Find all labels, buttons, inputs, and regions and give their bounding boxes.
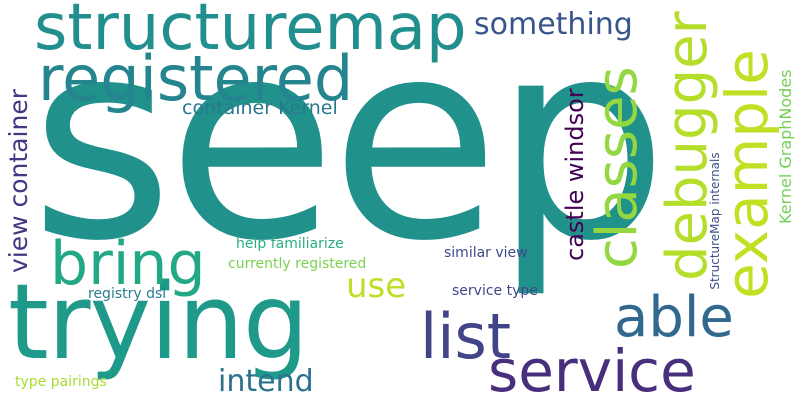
word-classes: classes xyxy=(585,66,650,269)
word-list: list xyxy=(420,300,512,373)
word-intend: intend xyxy=(218,364,314,399)
word-trying: trying xyxy=(8,261,309,383)
word-seep: seep xyxy=(30,0,668,301)
word-castle-windsor: castle windsor xyxy=(561,88,589,261)
word-view-container: view container xyxy=(4,89,33,273)
word-use: use xyxy=(346,266,407,306)
word-example: example xyxy=(713,49,781,299)
word-structuremap: structuremap xyxy=(34,0,467,65)
word-similar-view: similar view xyxy=(444,245,528,261)
word-help-familiarize: help familiarize xyxy=(236,236,344,252)
word-currently-registered: currently registered xyxy=(228,256,367,272)
word-registered: registered xyxy=(38,42,354,115)
word-debugger: debugger xyxy=(655,11,720,281)
word-able: able xyxy=(614,285,734,350)
word-container-kernel: container Kernel xyxy=(182,97,338,119)
word-structuremap-internals: StructureMap internals xyxy=(708,152,722,290)
word-service-type: service type xyxy=(452,283,538,299)
word-something: something xyxy=(474,7,633,42)
word-service: service xyxy=(488,337,696,400)
word-type-pairings: type pairings xyxy=(15,374,107,390)
word-bring: bring xyxy=(50,229,206,299)
word-registry-dsl: registry dsl xyxy=(88,286,167,302)
word-kernel-graphnodes: Kernel GraphNodes xyxy=(776,69,795,224)
